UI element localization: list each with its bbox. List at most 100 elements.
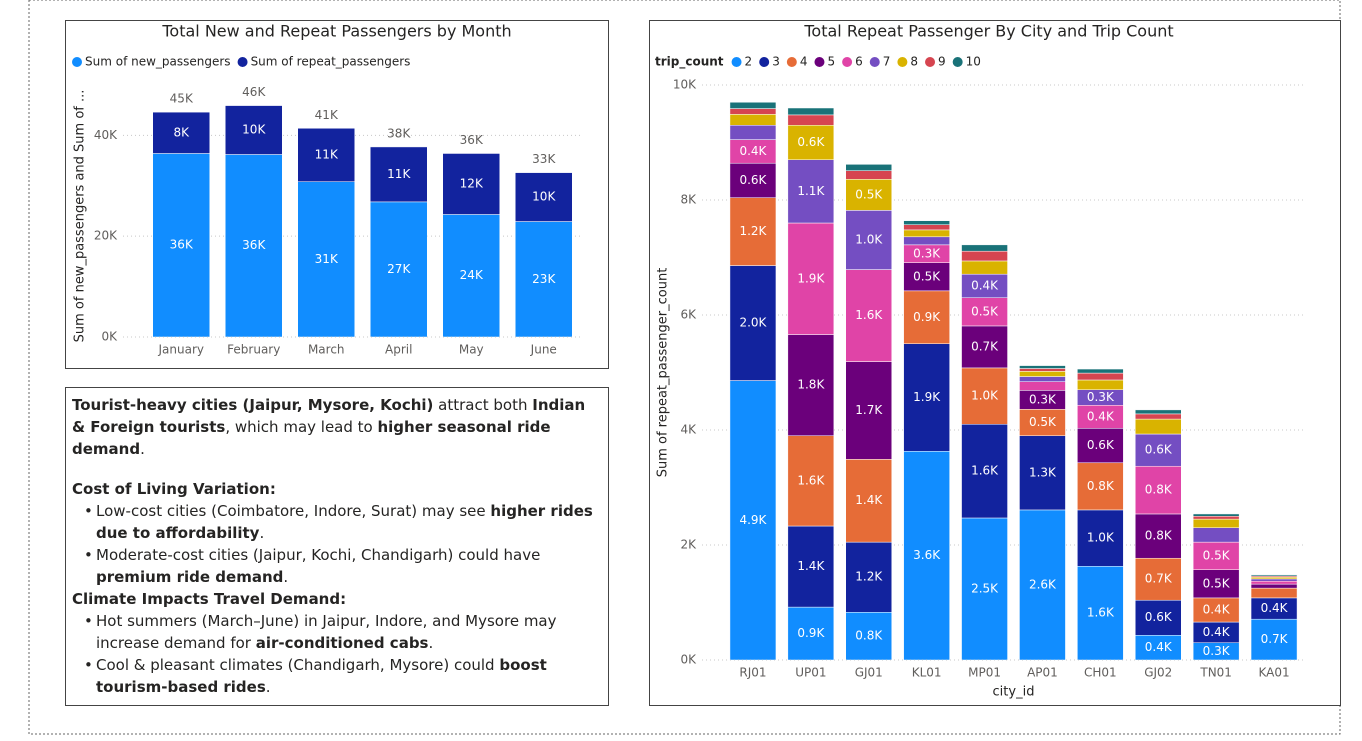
chart-title: Total New and Repeat Passengers by Month [161,22,511,41]
legend-label: 7 [883,55,891,69]
bar-segment [845,269,892,362]
data-label: 0.5K [1203,576,1231,590]
bar-segment [961,424,1008,519]
heading: Cost of Living Variation: [72,480,276,498]
x-tick-label: January [158,343,205,357]
data-label: 0.8K [1145,483,1173,497]
x-tick-label: April [385,343,412,357]
x-tick-label: GJ02 [1144,666,1172,680]
bar-segment [729,162,777,198]
chart-title: Total Repeat Passenger By City and Trip … [803,22,1173,41]
data-label: 0.7K [971,339,999,353]
bar-segment [515,172,573,222]
data-label: 8K [173,125,190,139]
bar-segment [225,105,283,155]
bar-segment [961,250,1008,262]
x-tick-label: February [227,343,280,357]
paragraph: Tourist-heavy cities (Jaipur, Mysore, Ko… [72,394,602,460]
data-label: 0.6K [797,135,825,149]
legend-marker [952,57,963,67]
bar-segment [787,334,835,436]
legend-marker [759,57,770,67]
data-label: 0.3K [913,246,941,260]
data-label: 1.9K [797,271,825,285]
legend-marker [731,57,742,67]
bar-segment [787,159,835,224]
legend-label: 8 [910,55,918,69]
data-label: 2.6K [1029,577,1057,591]
data-label: 1.0K [1087,531,1115,545]
bar-segment [1019,376,1066,382]
bar-segment [1077,372,1124,381]
data-label: 1.4K [855,493,883,507]
data-label: 0.6K [1145,443,1173,457]
text-run: Tourist-heavy cities (Jaipur, Mysore, Ko… [72,396,434,414]
data-label: 0.6K [1145,610,1173,624]
bar-segment [845,541,892,613]
bar-segment [729,108,777,115]
data-label: 2.0K [739,316,767,330]
total-label: 46K [242,85,266,99]
bar-segment [1250,580,1298,585]
bar-segment [961,367,1008,425]
bar-segment [152,111,210,154]
legend-marker [897,57,908,67]
bar-segment [1192,597,1240,623]
bar-segment [787,114,835,126]
bar-segment [729,102,777,109]
data-label: 36K [170,238,194,252]
bar-segment [845,179,892,211]
data-label: 0.8K [855,629,883,643]
data-label: 0.5K [1029,415,1057,429]
legend-marker [925,57,936,67]
data-label: 10K [532,190,556,204]
bar-segment [1077,509,1124,567]
x-tick-label: UP01 [795,666,826,680]
bar-segment [1250,618,1298,661]
legend-marker [814,57,825,67]
bar-segment [787,222,835,335]
legend-label: 3 [772,55,780,69]
bar-segment [1019,368,1066,372]
data-label: 1.0K [971,389,999,403]
data-label: 0.6K [739,173,767,187]
bar-segment [1019,381,1066,391]
total-label: 33K [532,152,556,166]
data-label: 31K [315,252,339,266]
x-tick-label: KL01 [912,666,942,680]
text-run: . [265,678,271,696]
data-label: 1.6K [797,473,825,487]
bar-segment [1077,462,1124,511]
data-label: 0.5K [913,269,941,283]
x-tick-label: June [530,343,557,357]
text-box: Tourist-heavy cities (Jaipur, Mysore, Ko… [66,388,608,700]
bar-segment [1135,465,1182,515]
data-label: 1.2K [739,224,767,238]
bar-segment [787,125,835,160]
bar-segment [729,114,777,126]
bar-segment [225,154,283,338]
data-label: 27K [387,262,411,276]
bar-segment [1250,578,1298,582]
x-tick-label: CH01 [1084,666,1117,680]
bar-segment [1135,418,1182,435]
legend-label: 10 [966,55,981,69]
data-label: 0.3K [1087,390,1115,404]
data-label: 0.8K [1145,529,1173,543]
bar-segment [1019,409,1066,436]
x-tick-label: TN01 [1199,666,1232,680]
legend-label: 2 [745,55,753,69]
text-run: . [140,440,145,458]
bullet-list: Low-cost cities (Coimbatore, Indore, Sur… [72,500,602,588]
text-run: premium ride demand [96,568,284,586]
data-label: 0.9K [913,310,941,324]
total-label: 45K [170,92,194,106]
bar-segment [1192,516,1240,520]
data-label: 1.6K [1087,606,1115,620]
data-label: 0.3K [1203,644,1231,658]
bar-segment [845,459,892,543]
legend-label: Sum of repeat_passengers [251,55,411,69]
legend-label: 4 [800,55,808,69]
x-tick-label: AP01 [1027,666,1058,680]
legend-marker [72,57,82,67]
